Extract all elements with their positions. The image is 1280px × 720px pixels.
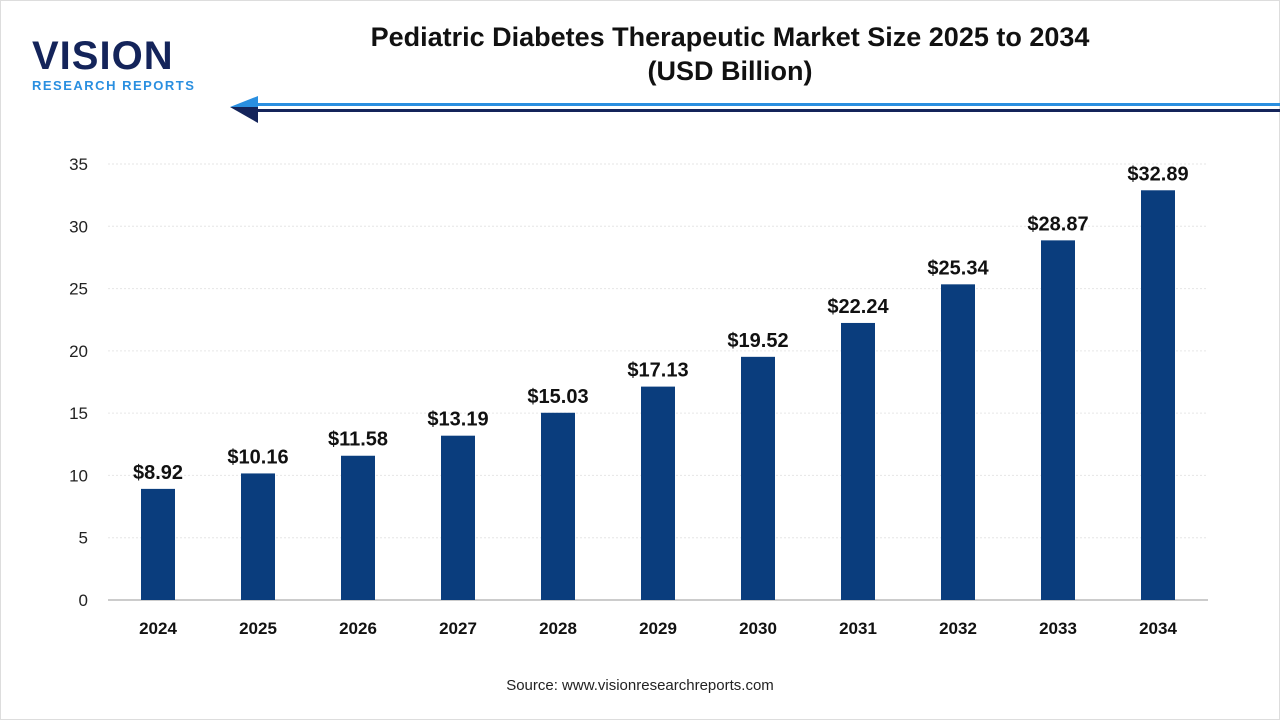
bar-2031: [841, 322, 875, 600]
data-label: $28.87: [1027, 213, 1088, 235]
chart-title: Pediatric Diabetes Therapeutic Market Si…: [330, 20, 1130, 88]
x-tick-label: 2028: [539, 619, 577, 638]
x-tick-label: 2032: [939, 619, 977, 638]
source-note: Source: www.visionresearchreports.com: [506, 677, 774, 694]
logo-name: VISION: [32, 34, 174, 78]
data-label: $15.03: [527, 386, 588, 408]
y-tick-label: 15: [69, 404, 88, 423]
y-tick-label: 10: [69, 466, 88, 485]
title-line1: Pediatric Diabetes Therapeutic Market Si…: [370, 22, 1090, 52]
x-tick-label: 2025: [239, 619, 277, 638]
y-tick-label: 5: [79, 529, 88, 548]
y-tick-label: 30: [69, 217, 88, 236]
data-label: $32.89: [1127, 163, 1188, 185]
x-tick-label: 2024: [139, 619, 177, 638]
bar-2028: [541, 412, 575, 600]
x-tick-label: 2030: [739, 619, 777, 638]
x-tick-label: 2031: [839, 619, 877, 638]
x-tick-label: 2027: [439, 619, 477, 638]
bar-2025: [241, 473, 275, 600]
bar-2030: [741, 356, 775, 600]
bar-2033: [1041, 240, 1075, 600]
data-label: $13.19: [427, 409, 488, 431]
logo-tagline: RESEARCH REPORTS: [32, 78, 196, 93]
bar-2024: [141, 488, 175, 600]
bar-2027: [441, 435, 475, 600]
y-tick-label: 35: [69, 155, 88, 174]
bar-2032: [941, 284, 975, 600]
data-label: $11.58: [328, 429, 388, 451]
data-label: $17.13: [627, 360, 688, 382]
data-label: $22.24: [827, 296, 889, 318]
x-tick-label: 2033: [1039, 619, 1077, 638]
logo: VISION RESEARCH REPORTS: [32, 36, 195, 93]
x-tick-label: 2034: [1139, 619, 1177, 638]
x-tick-label: 2029: [639, 619, 677, 638]
header-arrow-icon: [230, 96, 1280, 123]
bar-2026: [341, 455, 375, 600]
data-label: $10.16: [227, 446, 288, 468]
y-tick-label: 20: [69, 342, 88, 361]
y-tick-label: 25: [69, 280, 88, 299]
x-tick-label: 2026: [339, 619, 377, 638]
data-label: $19.52: [727, 330, 788, 352]
bar-2029: [641, 386, 675, 600]
data-label: $25.34: [927, 257, 989, 279]
bar-2034: [1141, 190, 1175, 600]
y-tick-label: 0: [79, 591, 88, 610]
data-label: $8.92: [133, 462, 183, 484]
title-line2: (USD Billion): [647, 56, 813, 86]
